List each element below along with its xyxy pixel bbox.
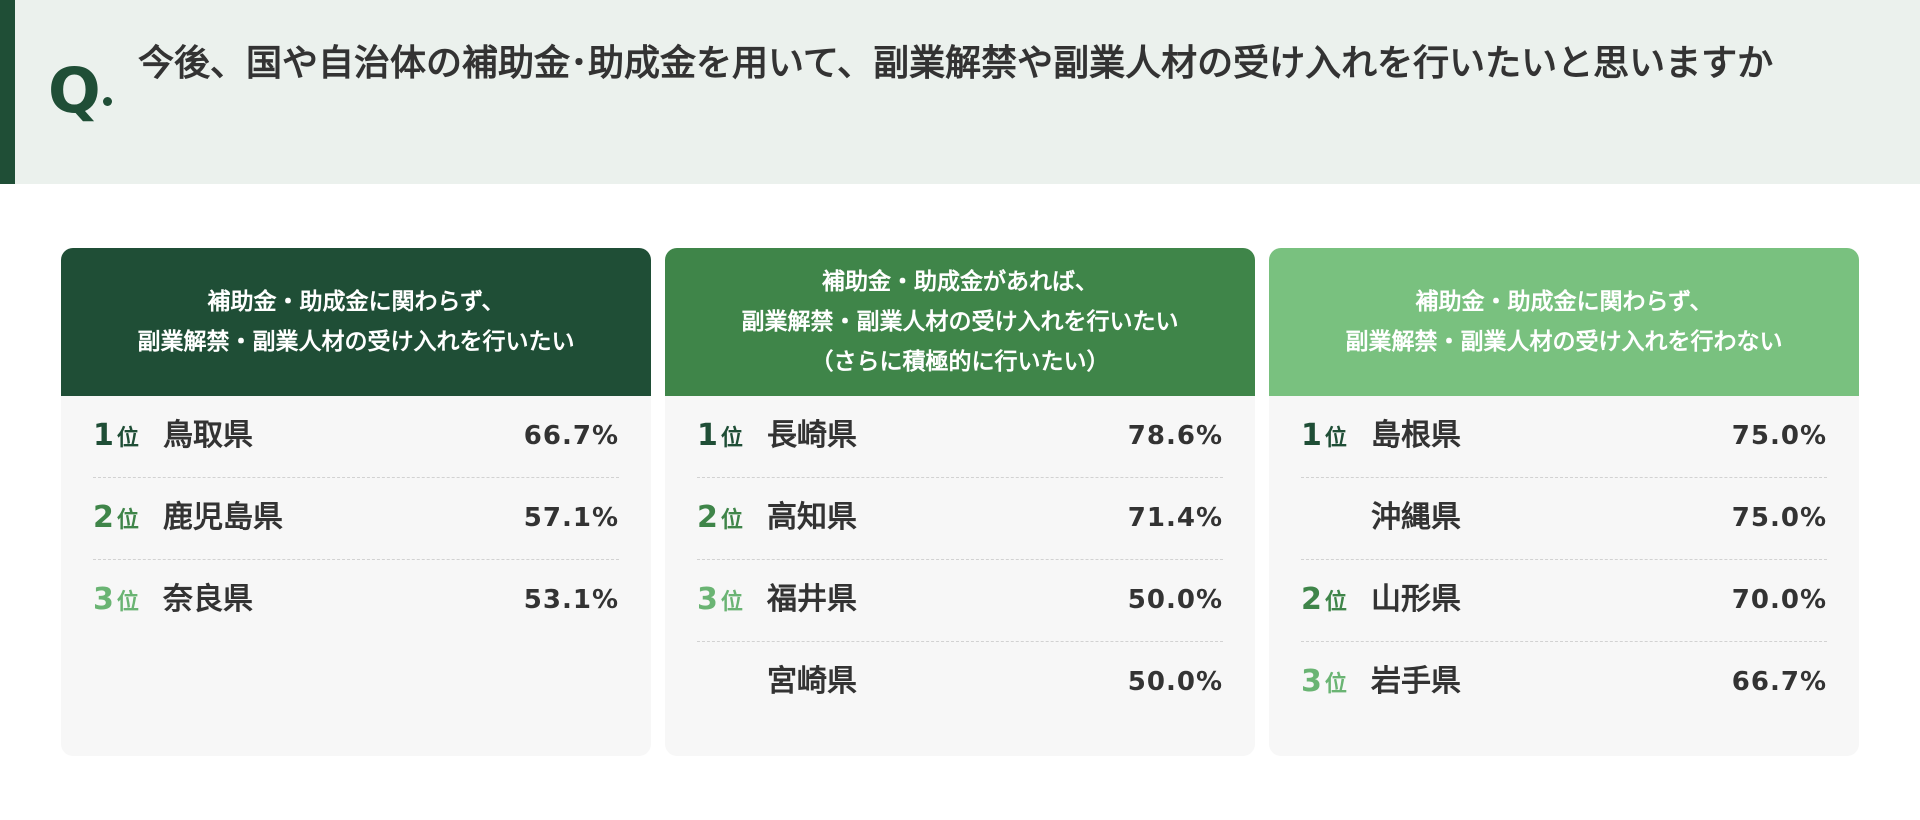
prefecture-name: 沖縄県 (1371, 500, 1461, 535)
ranking-row: 宮崎県 50.0% (697, 642, 1223, 724)
prefecture-name: 高知県 (767, 500, 857, 535)
rank-number: 1 (697, 418, 718, 453)
question-text: 今後、国や自治体の補助金･助成金を用いて、副業解禁や副業人材の受け入れを行いたい… (138, 43, 1774, 84)
rank-suffix: 位 (720, 508, 743, 533)
rank-suffix: 位 (1324, 672, 1347, 697)
prefecture-name: 山形県 (1371, 582, 1461, 617)
question-header: Q 今後、国や自治体の補助金･助成金を用いて、副業解禁や副業人材の受け入れを行い… (0, 0, 1920, 184)
prefecture-name: 鳥取県 (163, 418, 253, 453)
rank-number: 1 (93, 418, 114, 453)
card-title: 補助金・助成金に関わらず、 副業解禁・副業人材の受け入れを行わない (1269, 248, 1859, 396)
percentage: 66.7% (1731, 667, 1827, 697)
percentage: 50.0% (1127, 585, 1223, 615)
percentage: 75.0% (1731, 421, 1827, 451)
q-dot (102, 97, 112, 106)
rank-number: 2 (93, 500, 114, 535)
rank-suffix: 位 (116, 590, 139, 615)
rank-suffix: 位 (720, 590, 743, 615)
rank-suffix: 位 (116, 426, 139, 451)
ranking-card-2: 補助金・助成金があれば、 副業解禁・副業人材の受け入れを行いたい （さらに積極的… (665, 248, 1255, 756)
percentage: 71.4% (1127, 503, 1223, 533)
ranking-row: 沖縄県 75.0% (1301, 478, 1827, 560)
prefecture-name: 長崎県 (767, 418, 857, 453)
percentage: 50.0% (1127, 667, 1223, 697)
percentage: 57.1% (523, 503, 619, 533)
q-label: Q (48, 54, 101, 127)
prefecture-name: 奈良県 (163, 582, 253, 617)
percentage: 70.0% (1731, 585, 1827, 615)
rank-suffix: 位 (1324, 426, 1347, 451)
card-title: 補助金・助成金があれば、 副業解禁・副業人材の受け入れを行いたい （さらに積極的… (665, 248, 1255, 396)
percentage: 78.6% (1127, 421, 1223, 451)
prefecture-name: 岩手県 (1371, 664, 1461, 699)
prefecture-name: 福井県 (767, 582, 857, 617)
rank-suffix: 位 (116, 508, 139, 533)
prefecture-name: 島根県 (1371, 418, 1461, 453)
header-accent-bar (0, 0, 15, 184)
rank-label (697, 662, 700, 706)
rank-number: 3 (697, 582, 718, 617)
rank-number: 1 (1301, 418, 1322, 453)
rank-number: 3 (93, 582, 114, 617)
rank-number: 3 (1301, 664, 1322, 699)
percentage: 66.7% (523, 421, 619, 451)
prefecture-name: 宮崎県 (767, 664, 857, 699)
q-mark: Q (48, 60, 112, 122)
rank-suffix: 位 (1324, 590, 1347, 615)
prefecture-name: 鹿児島県 (163, 500, 283, 535)
card-title: 補助金・助成金に関わらず、 副業解禁・副業人材の受け入れを行いたい (61, 248, 651, 396)
percentage: 75.0% (1731, 503, 1827, 533)
rank-number: 2 (1301, 582, 1322, 617)
rank-label (1301, 498, 1304, 542)
rank-number: 2 (697, 500, 718, 535)
percentage: 53.1% (523, 585, 619, 615)
rank-suffix: 位 (720, 426, 743, 451)
